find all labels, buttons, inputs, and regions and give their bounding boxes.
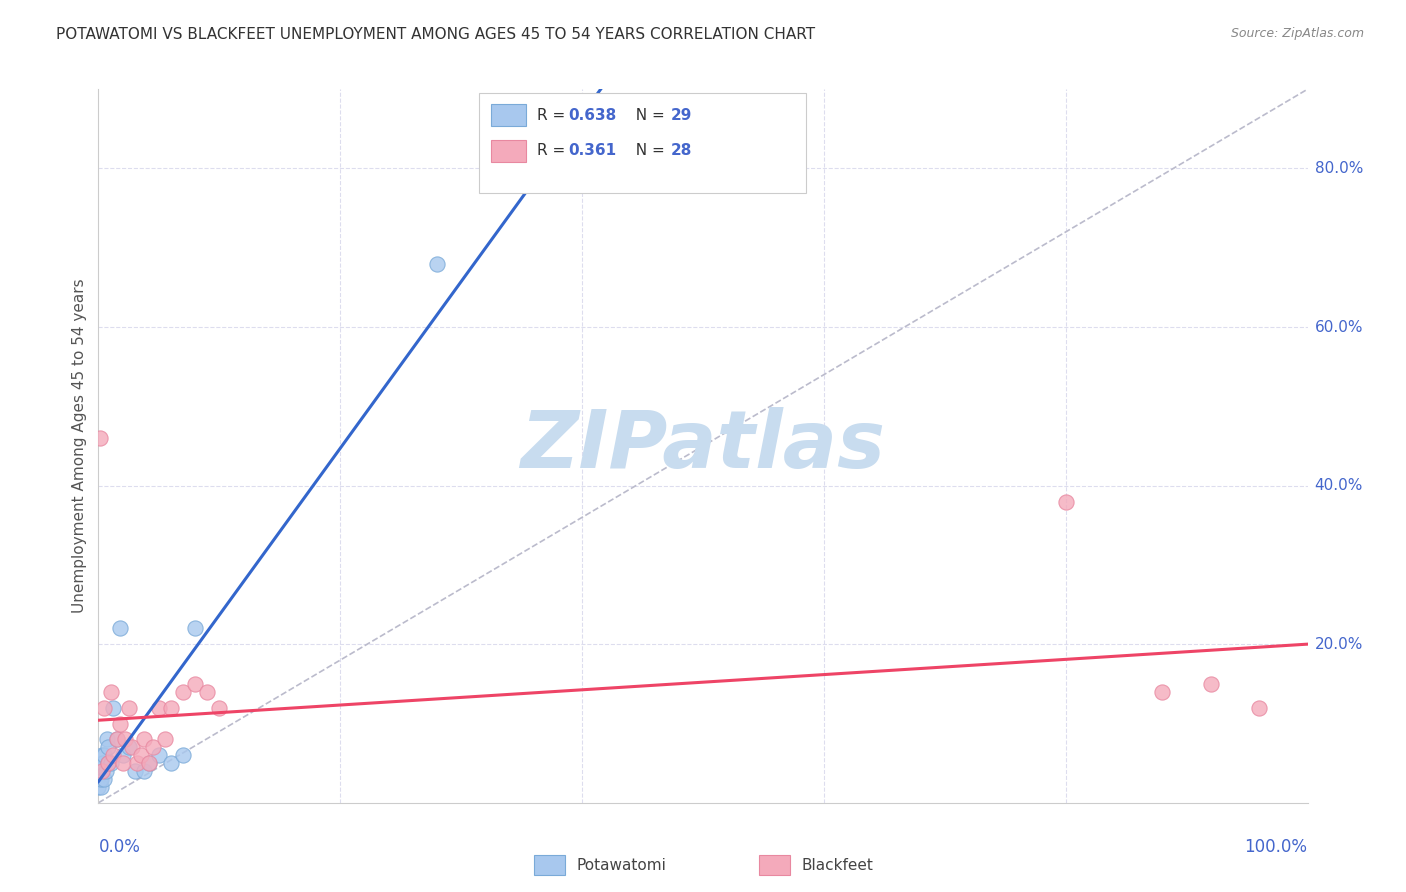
- Point: [426, 257, 449, 271]
- Point: [127, 756, 149, 771]
- Point: [195, 685, 218, 699]
- Point: [129, 748, 152, 763]
- Point: [138, 756, 160, 771]
- Point: [93, 748, 115, 763]
- Text: 100.0%: 100.0%: [1244, 838, 1308, 856]
- Point: [93, 772, 115, 786]
- Point: [121, 740, 143, 755]
- Text: 40.0%: 40.0%: [1315, 478, 1362, 493]
- Point: [148, 748, 170, 763]
- Point: [1152, 685, 1174, 699]
- Point: [142, 740, 165, 755]
- Point: [101, 700, 124, 714]
- Point: [134, 732, 156, 747]
- Point: [91, 764, 114, 778]
- Point: [90, 772, 112, 786]
- Text: Source: ZipAtlas.com: Source: ZipAtlas.com: [1230, 27, 1364, 40]
- Text: 0.638: 0.638: [568, 108, 616, 122]
- Point: [97, 740, 120, 755]
- Point: [100, 756, 122, 771]
- Text: N =: N =: [626, 108, 669, 122]
- Point: [105, 732, 128, 747]
- Text: 60.0%: 60.0%: [1315, 319, 1362, 334]
- Text: 0.361: 0.361: [568, 144, 616, 158]
- Point: [100, 685, 122, 699]
- Point: [111, 756, 134, 771]
- Point: [89, 431, 111, 445]
- Text: Blackfeet: Blackfeet: [801, 858, 873, 872]
- Point: [97, 756, 120, 771]
- Point: [208, 700, 231, 714]
- Point: [172, 748, 194, 763]
- Point: [91, 756, 114, 771]
- Point: [91, 764, 114, 778]
- Text: 29: 29: [671, 108, 692, 122]
- Point: [118, 740, 141, 755]
- Point: [124, 764, 146, 778]
- Point: [118, 700, 141, 714]
- Text: 0.0%: 0.0%: [98, 838, 141, 856]
- Point: [1249, 700, 1271, 714]
- Text: 80.0%: 80.0%: [1315, 161, 1362, 176]
- Point: [90, 756, 112, 771]
- Text: 20.0%: 20.0%: [1315, 637, 1362, 652]
- Text: N =: N =: [626, 144, 669, 158]
- Point: [184, 621, 207, 635]
- Point: [96, 732, 118, 747]
- Point: [1199, 677, 1222, 691]
- Text: 28: 28: [671, 144, 692, 158]
- Point: [184, 677, 207, 691]
- Point: [111, 748, 134, 763]
- Point: [89, 764, 111, 778]
- Point: [89, 772, 111, 786]
- Point: [138, 756, 160, 771]
- Point: [97, 756, 120, 771]
- Point: [160, 700, 183, 714]
- Text: R =: R =: [537, 144, 569, 158]
- Point: [87, 780, 110, 794]
- Point: [134, 764, 156, 778]
- Text: R =: R =: [537, 108, 569, 122]
- Point: [108, 621, 131, 635]
- Point: [108, 716, 131, 731]
- Point: [160, 756, 183, 771]
- Point: [148, 700, 170, 714]
- Point: [93, 700, 115, 714]
- Point: [94, 764, 117, 778]
- Text: ZIPatlas: ZIPatlas: [520, 407, 886, 485]
- Text: POTAWATOMI VS BLACKFEET UNEMPLOYMENT AMONG AGES 45 TO 54 YEARS CORRELATION CHART: POTAWATOMI VS BLACKFEET UNEMPLOYMENT AMO…: [56, 27, 815, 42]
- Point: [105, 732, 128, 747]
- Point: [172, 685, 194, 699]
- Point: [101, 748, 124, 763]
- Point: [153, 732, 176, 747]
- Point: [114, 732, 136, 747]
- Point: [1054, 494, 1077, 508]
- Point: [90, 780, 112, 794]
- Point: [91, 748, 114, 763]
- Text: Potawatomi: Potawatomi: [576, 858, 666, 872]
- Y-axis label: Unemployment Among Ages 45 to 54 years: Unemployment Among Ages 45 to 54 years: [72, 278, 87, 614]
